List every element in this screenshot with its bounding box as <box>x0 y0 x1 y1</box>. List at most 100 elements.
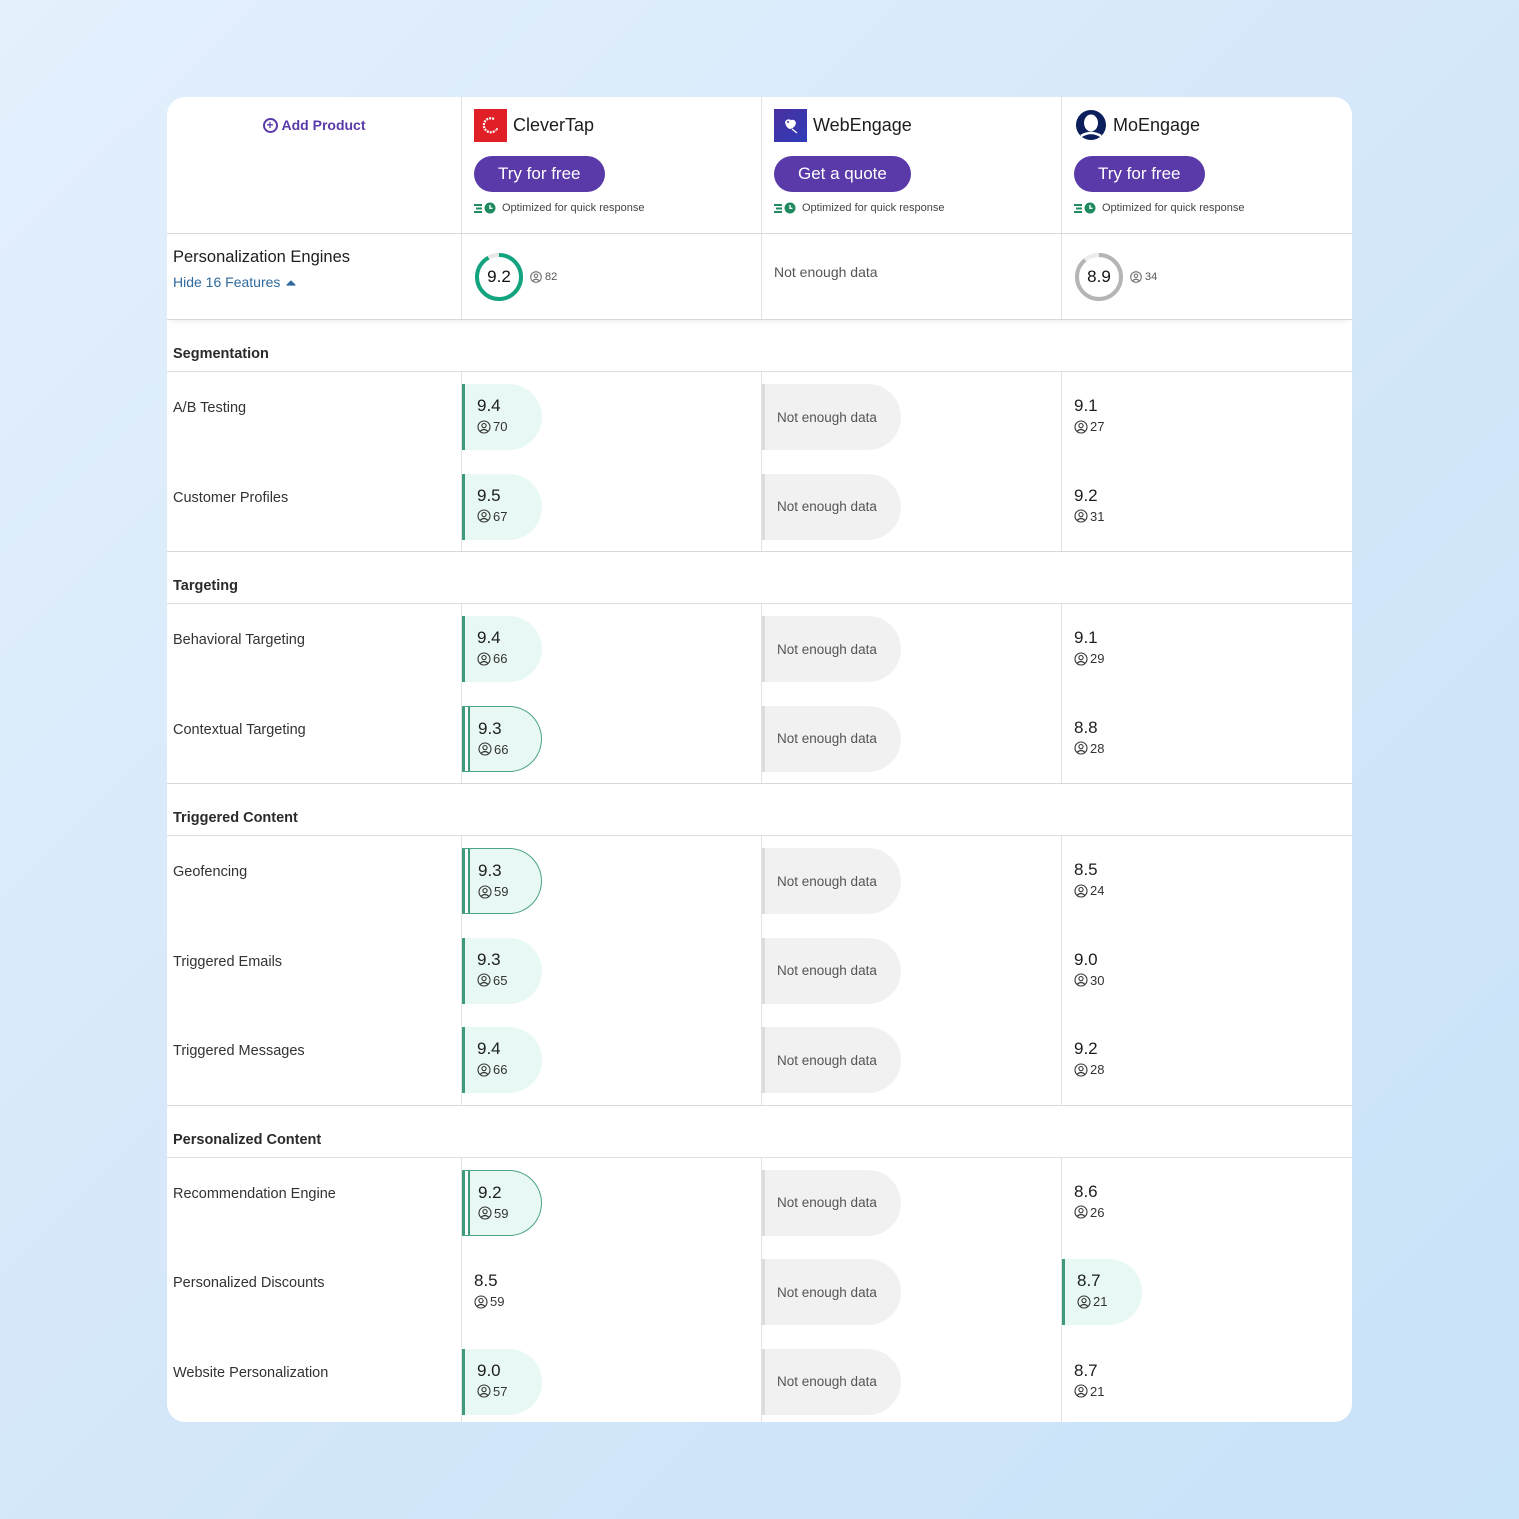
review-count: 70 <box>477 419 542 434</box>
section-header: Segmentation <box>167 320 1352 372</box>
product-column-moengage: MoEngage Try for free Optimized for quic… <box>1061 97 1352 233</box>
try-for-free-button[interactable]: Try for free <box>474 156 605 192</box>
review-count: 59 <box>478 1206 541 1221</box>
score-value: 9.2 <box>1074 485 1098 505</box>
review-count: 21 <box>1074 1384 1352 1399</box>
section-rows: Behavioral Targeting 9.4 66 Not enough d… <box>167 604 1352 784</box>
score-badge: 8.7 21 <box>1062 1259 1142 1325</box>
score-value: 8.7 <box>1077 1271 1101 1290</box>
fast-clock-icon <box>774 202 798 214</box>
score-badge: 8.5 24 <box>1062 848 1352 898</box>
feature-score-moengage: 9.1 27 <box>1061 372 1352 462</box>
feature-score-moengage: 9.1 29 <box>1061 604 1352 694</box>
not-enough-data-badge: Not enough data <box>762 705 901 772</box>
feature-score-webengage: Not enough data <box>761 925 1061 1015</box>
score-ring: 9.2 <box>474 252 524 302</box>
score-value: 8.8 <box>1074 717 1098 737</box>
feature-score-webengage: Not enough data <box>761 372 1061 462</box>
feature-score-webengage: Not enough data <box>761 604 1061 694</box>
user-circle-icon <box>477 509 491 523</box>
comparison-card: + Add Product CleverTap Try for free Opt… <box>167 97 1352 1422</box>
user-circle-icon <box>477 1062 491 1077</box>
feature-row: Recommendation Engine 9.2 59 Not enough … <box>167 1157 1352 1247</box>
review-count: 57 <box>477 1384 542 1399</box>
feature-score-moengage: 8.7 21 <box>1061 1247 1352 1337</box>
not-enough-data-badge: Not enough data <box>762 616 901 682</box>
feature-score-clevertap: 9.2 59 <box>461 1157 761 1247</box>
score-badge: 9.1 27 <box>1062 384 1352 434</box>
product-name[interactable]: CleverTap <box>513 114 595 135</box>
feature-score-webengage: Not enough data <box>761 1247 1061 1337</box>
score-value: 9.0 <box>477 1360 501 1380</box>
score-badge: 9.2 31 <box>1062 474 1352 524</box>
review-count: 28 <box>1074 741 1352 756</box>
feature-score-clevertap: 9.0 57 <box>461 1336 761 1422</box>
feature-row: Personalized Discounts 8.5 59 Not enough… <box>167 1247 1352 1337</box>
feature-name: A/B Testing <box>173 400 247 416</box>
add-product-button[interactable]: + Add Product <box>167 97 461 133</box>
score-badge: 9.0 57 <box>462 1348 542 1415</box>
product-column-clevertap: CleverTap Try for free Optimized for qui… <box>461 97 761 233</box>
category-title: Personalization Engines <box>173 248 351 266</box>
user-circle-icon <box>1074 883 1088 898</box>
score-badge: 8.7 21 <box>1062 1349 1352 1399</box>
user-circle-icon <box>1074 1062 1088 1077</box>
score-badge: 9.2 59 <box>462 1169 542 1236</box>
user-circle-icon <box>1074 1205 1088 1219</box>
user-circle-icon <box>478 742 492 756</box>
score-badge: 9.4 66 <box>462 1027 542 1093</box>
feature-row: Triggered Emails 9.3 65 Not enough data … <box>167 925 1352 1015</box>
product-name[interactable]: WebEngage <box>813 114 912 135</box>
review-count: 28 <box>1074 1062 1352 1077</box>
not-enough-data-badge: Not enough data <box>762 1348 901 1415</box>
feature-name: Recommendation Engine <box>173 1185 336 1202</box>
score-value: 8.7 <box>1074 1360 1098 1380</box>
not-enough-data-badge: Not enough data <box>762 1169 901 1236</box>
hide-features-toggle[interactable]: Hide 16 Features <box>173 274 297 290</box>
get-a-quote-button[interactable]: Get a quote <box>774 156 911 192</box>
feature-score-clevertap: 9.4 70 <box>461 372 761 462</box>
score-badge: 9.2 28 <box>1062 1027 1352 1077</box>
score-value: 8.6 <box>1074 1181 1098 1201</box>
webengage-logo-icon <box>774 108 807 142</box>
user-circle-icon <box>477 419 491 434</box>
feature-score-moengage: 8.5 24 <box>1061 836 1352 926</box>
feature-score-webengage: Not enough data <box>761 1015 1061 1105</box>
score-value: 9.3 <box>477 949 501 969</box>
not-enough-data-badge: Not enough data <box>762 1027 901 1093</box>
user-circle-icon <box>478 884 492 899</box>
feature-name: Geofencing <box>173 864 248 880</box>
feature-score-clevertap: 9.4 66 <box>461 1015 761 1105</box>
review-count: 66 <box>478 742 541 757</box>
section-header: Personalized Content <box>167 1106 1352 1158</box>
review-count: 30 <box>1074 973 1352 988</box>
score-value: 9.2 <box>478 1182 502 1202</box>
not-enough-data-badge: Not enough data <box>762 1259 901 1325</box>
feature-row: Behavioral Targeting 9.4 66 Not enough d… <box>167 604 1352 694</box>
user-circle-icon <box>1074 509 1088 523</box>
section-rows: Geofencing 9.3 59 Not enough data 8.5 24… <box>167 836 1352 1106</box>
review-count: 65 <box>477 973 542 988</box>
feature-score-webengage: Not enough data <box>761 461 1061 551</box>
feature-score-clevertap: 9.3 59 <box>461 836 761 926</box>
feature-score-clevertap: 9.3 66 <box>461 693 761 783</box>
feature-score-moengage: 8.8 28 <box>1061 693 1352 783</box>
user-circle-icon <box>1074 651 1088 666</box>
quick-response-note: Optimized for quick response <box>774 202 1049 214</box>
feature-name: Triggered Emails <box>173 953 283 970</box>
feature-score-clevertap: 8.5 59 <box>461 1247 761 1337</box>
plus-circle-icon: + <box>262 117 278 133</box>
overall-score-webengage: Not enough data <box>761 234 1061 319</box>
not-enough-data-badge: Not enough data <box>762 937 901 1004</box>
user-circle-icon <box>1074 1384 1088 1398</box>
feature-score-moengage: 8.6 26 <box>1061 1157 1352 1247</box>
review-count: 21 <box>1077 1294 1142 1309</box>
score-badge: 9.3 65 <box>462 937 542 1004</box>
try-for-free-button[interactable]: Try for free <box>1074 156 1205 192</box>
score-badge: 8.5 59 <box>462 1259 761 1309</box>
score-value: 9.4 <box>477 628 501 647</box>
review-count: 29 <box>1074 651 1352 666</box>
feature-row: Triggered Messages 9.4 66 Not enough dat… <box>167 1015 1352 1105</box>
product-name[interactable]: MoEngage <box>1113 114 1201 135</box>
user-circle-icon <box>1074 741 1088 755</box>
